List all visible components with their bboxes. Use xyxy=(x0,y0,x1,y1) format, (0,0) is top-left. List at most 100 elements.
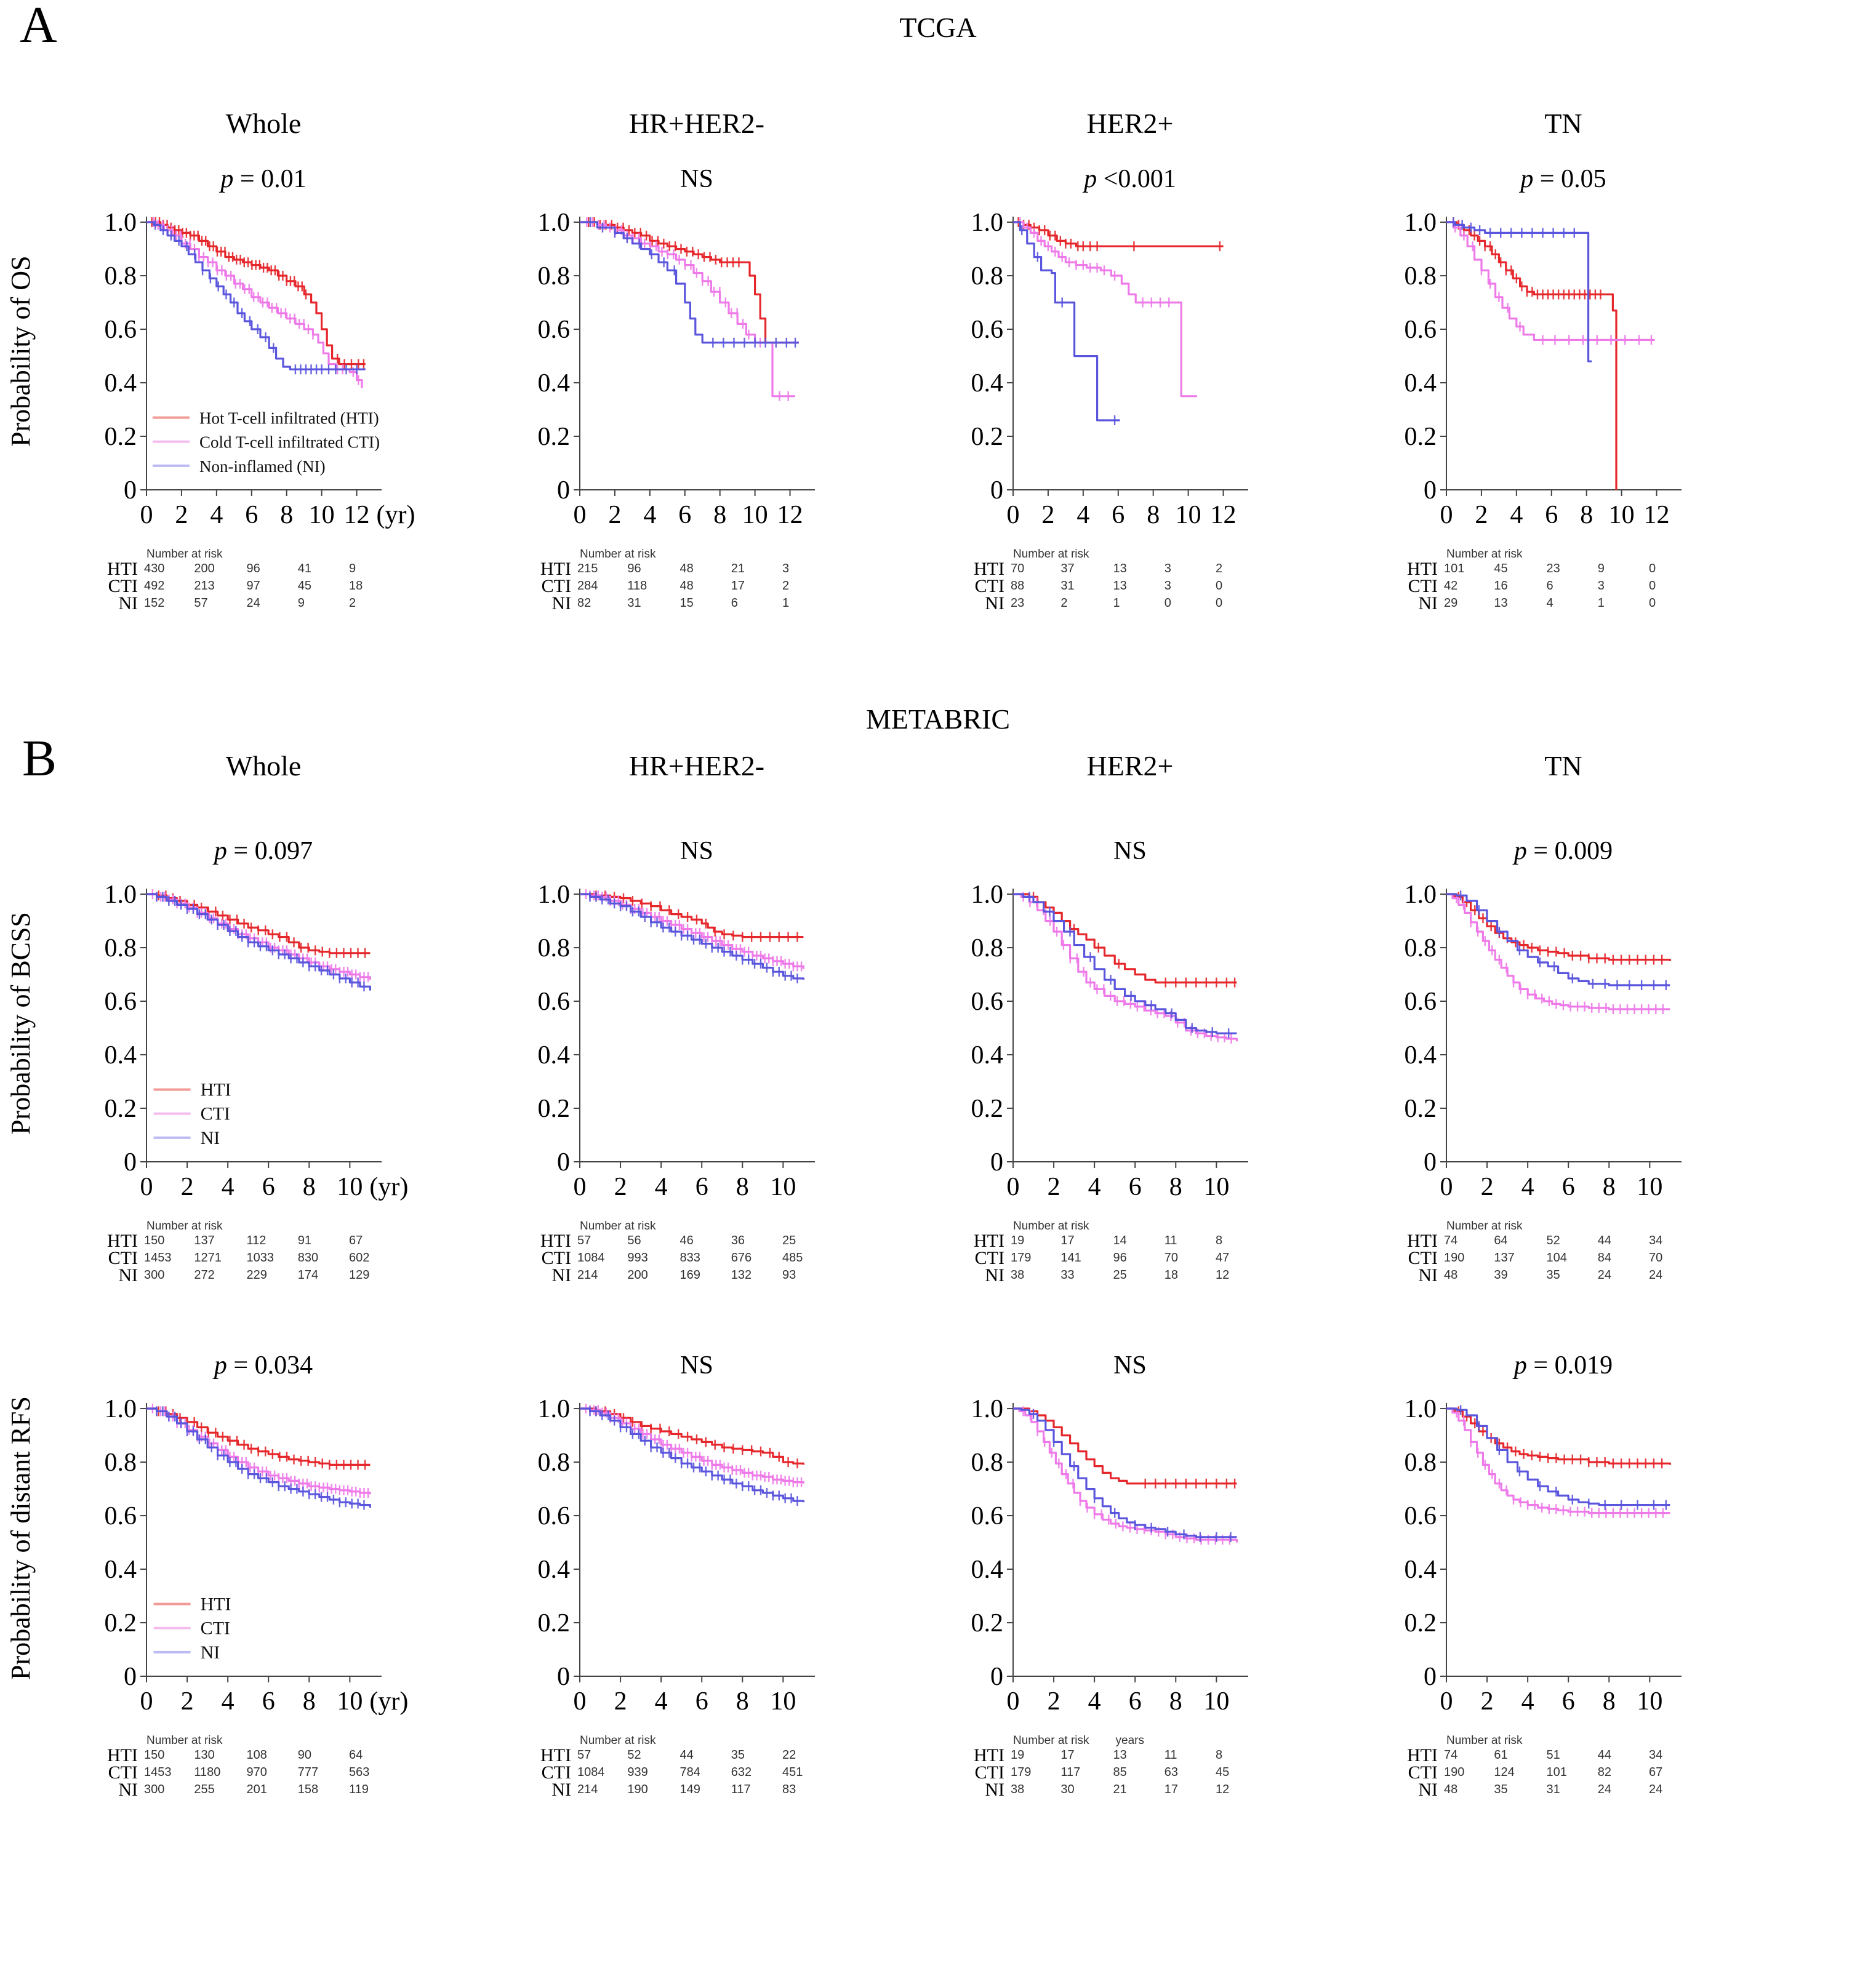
risk-value: 44 xyxy=(1597,1749,1611,1762)
risk-value: 12 xyxy=(1216,1269,1230,1282)
km-curve-CTI xyxy=(1013,1407,1238,1543)
x-tick-label: 10 xyxy=(1176,501,1201,529)
censor-marks-NI xyxy=(156,892,365,992)
x-tick-label: 4 xyxy=(1521,1687,1534,1716)
risk-value: 1 xyxy=(782,597,790,610)
number-at-risk-label: Number at risk xyxy=(146,548,223,561)
risk-value: 33 xyxy=(1060,1269,1075,1282)
x-tick-label: 8 xyxy=(1147,501,1160,529)
risk-value: 67 xyxy=(349,1234,363,1248)
risk-value: 41 xyxy=(297,562,311,576)
x-tick-label: 12 xyxy=(1211,501,1237,529)
panel-a-label: A xyxy=(20,0,57,54)
y-tick-label: 0.4 xyxy=(538,1556,571,1584)
legend: HTI CTI NI xyxy=(153,1080,231,1148)
risk-value: 96 xyxy=(1113,1252,1127,1265)
x-tick-label: 6 xyxy=(1545,501,1558,529)
y-tick-label: 0.6 xyxy=(1405,316,1437,344)
risk-value: 23 xyxy=(1011,597,1025,610)
km-plot-TN: 1.00.80.60.40.200 2 4 6 8 10 xyxy=(1405,1395,1682,1716)
risk-value: 91 xyxy=(297,1234,311,1248)
risk-row-label-HTI: HTI xyxy=(974,1746,1004,1766)
x-tick-label: 0 xyxy=(574,1687,587,1716)
censor-marks-NI xyxy=(1459,1405,1667,1510)
chart-cell-METABRIC-HR+HER2-: HR+HER2- NS 1.0 0.8 0.6 0.4 0.2 0 0 2 4 6 8 10 Number … xyxy=(512,751,945,1297)
risk-value: 830 xyxy=(297,1252,319,1265)
censor-marks-NI xyxy=(589,1406,798,1506)
y-tick-label: 0.8 xyxy=(105,262,137,290)
risk-value: 430 xyxy=(144,562,165,576)
y-tick-label: 0.8 xyxy=(538,1449,571,1477)
risk-table-HER2+: Number at risk HTI 19 17 14 11 8 CTI 179 141 96 70 4… xyxy=(945,1218,1327,1297)
y-tick-label: 0.4 xyxy=(971,369,1004,398)
censor-marks-HTI xyxy=(1457,1406,1663,1469)
censor-marks-HTI xyxy=(158,1406,366,1470)
x-tick-label: 12 xyxy=(777,501,803,529)
metabric-title: METABRIC xyxy=(866,704,1010,735)
censor-marks-CTI xyxy=(1019,217,1170,308)
x-tick-label: 8 xyxy=(736,1173,749,1201)
risk-value: 117 xyxy=(731,1783,751,1797)
risk-table-HR+HER2-: Number at risk HTI 57 52 44 35 22 CTI 1084 939 784… xyxy=(512,1733,894,1812)
x-tick-label: 0 xyxy=(574,501,587,529)
risk-value: 17 xyxy=(1060,1749,1075,1762)
p-value-label: p <0.001 xyxy=(1084,164,1176,193)
risk-value: 31 xyxy=(627,597,641,610)
km-curve-NI xyxy=(146,221,366,370)
risk-value: 108 xyxy=(246,1749,267,1762)
axes xyxy=(1440,1403,1682,1682)
risk-value: 300 xyxy=(144,1783,165,1797)
risk-value: 255 xyxy=(194,1783,215,1797)
risk-value: 15 xyxy=(679,597,694,610)
chart-cell-METABRIC-TN: p = 0.019 1.0 0.8 0.6 0.4 0.2 0 0 2 4 6 8 10 Number a… xyxy=(1379,1346,1812,1812)
km-curve-CTI xyxy=(1446,221,1655,341)
risk-value: 214 xyxy=(577,1783,598,1797)
y-tick-label: 0 xyxy=(1424,1148,1437,1177)
risk-value: 451 xyxy=(782,1766,803,1780)
risk-value: 0 xyxy=(1649,597,1656,610)
y-axis-label-bcss: Probability of BCSS xyxy=(5,912,36,1135)
risk-value: 17 xyxy=(1060,1234,1075,1248)
risk-value: 272 xyxy=(194,1269,215,1282)
risk-value: 777 xyxy=(297,1766,319,1780)
risk-value: 37 xyxy=(1060,562,1075,576)
risk-value: 67 xyxy=(1649,1766,1663,1780)
risk-value: 2 xyxy=(1060,597,1068,610)
risk-value: 82 xyxy=(1597,1766,1611,1780)
risk-value: 4 xyxy=(1546,597,1553,610)
risk-value: 9 xyxy=(349,562,356,576)
y-tick-label: 0.6 xyxy=(971,316,1004,344)
y-tick-label: 0.2 xyxy=(105,1609,137,1637)
y-axis-label-os: Probability of OS xyxy=(5,255,36,447)
risk-value: 1453 xyxy=(144,1766,172,1780)
x-tick-label: 10 xyxy=(1609,501,1635,529)
risk-value: 190 xyxy=(1444,1766,1465,1780)
x-axis-unit-label: (yr) xyxy=(369,1173,408,1201)
risk-value: 45 xyxy=(1494,562,1508,576)
risk-row-label-CTI: CTI xyxy=(1408,1249,1438,1269)
risk-value: 97 xyxy=(246,580,260,593)
risk-value: 42 xyxy=(1444,580,1458,593)
risk-table-Whole: Number at risk HTI 430 200 96 41 9 CTI 492 213 97 4… xyxy=(79,546,460,625)
km-curve-HTI xyxy=(1013,893,1237,984)
risk-value: 229 xyxy=(246,1269,267,1282)
risk-value: 38 xyxy=(1011,1783,1025,1797)
y-tick-label: 0 xyxy=(557,476,570,505)
x-tick-label: 10 xyxy=(1637,1173,1662,1201)
risk-value: 35 xyxy=(1494,1783,1508,1797)
x-tick-label: 2 xyxy=(1048,1687,1060,1716)
risk-value: 201 xyxy=(246,1783,267,1797)
censor-marks-CTI xyxy=(585,889,803,972)
km-curve-NI xyxy=(146,1407,371,1508)
risk-value: 563 xyxy=(349,1766,370,1780)
x-tick-label: 8 xyxy=(736,1687,749,1716)
risk-value: 149 xyxy=(679,1783,700,1797)
y-tick-label: 1.0 xyxy=(971,881,1004,909)
risk-value: 17 xyxy=(731,580,745,593)
km-plot-HER2+: 1.00.80.60.40.200 2 4 6 8 10 xyxy=(971,881,1248,1201)
risk-value: 215 xyxy=(577,562,598,576)
y-tick-label: 0.4 xyxy=(105,1041,137,1069)
risk-value: 119 xyxy=(349,1783,369,1797)
risk-value: 61 xyxy=(1494,1749,1508,1762)
km-plot-HR+HER2-: 1.00.80.60.40.200 2 4 6 8 10 xyxy=(538,881,815,1201)
